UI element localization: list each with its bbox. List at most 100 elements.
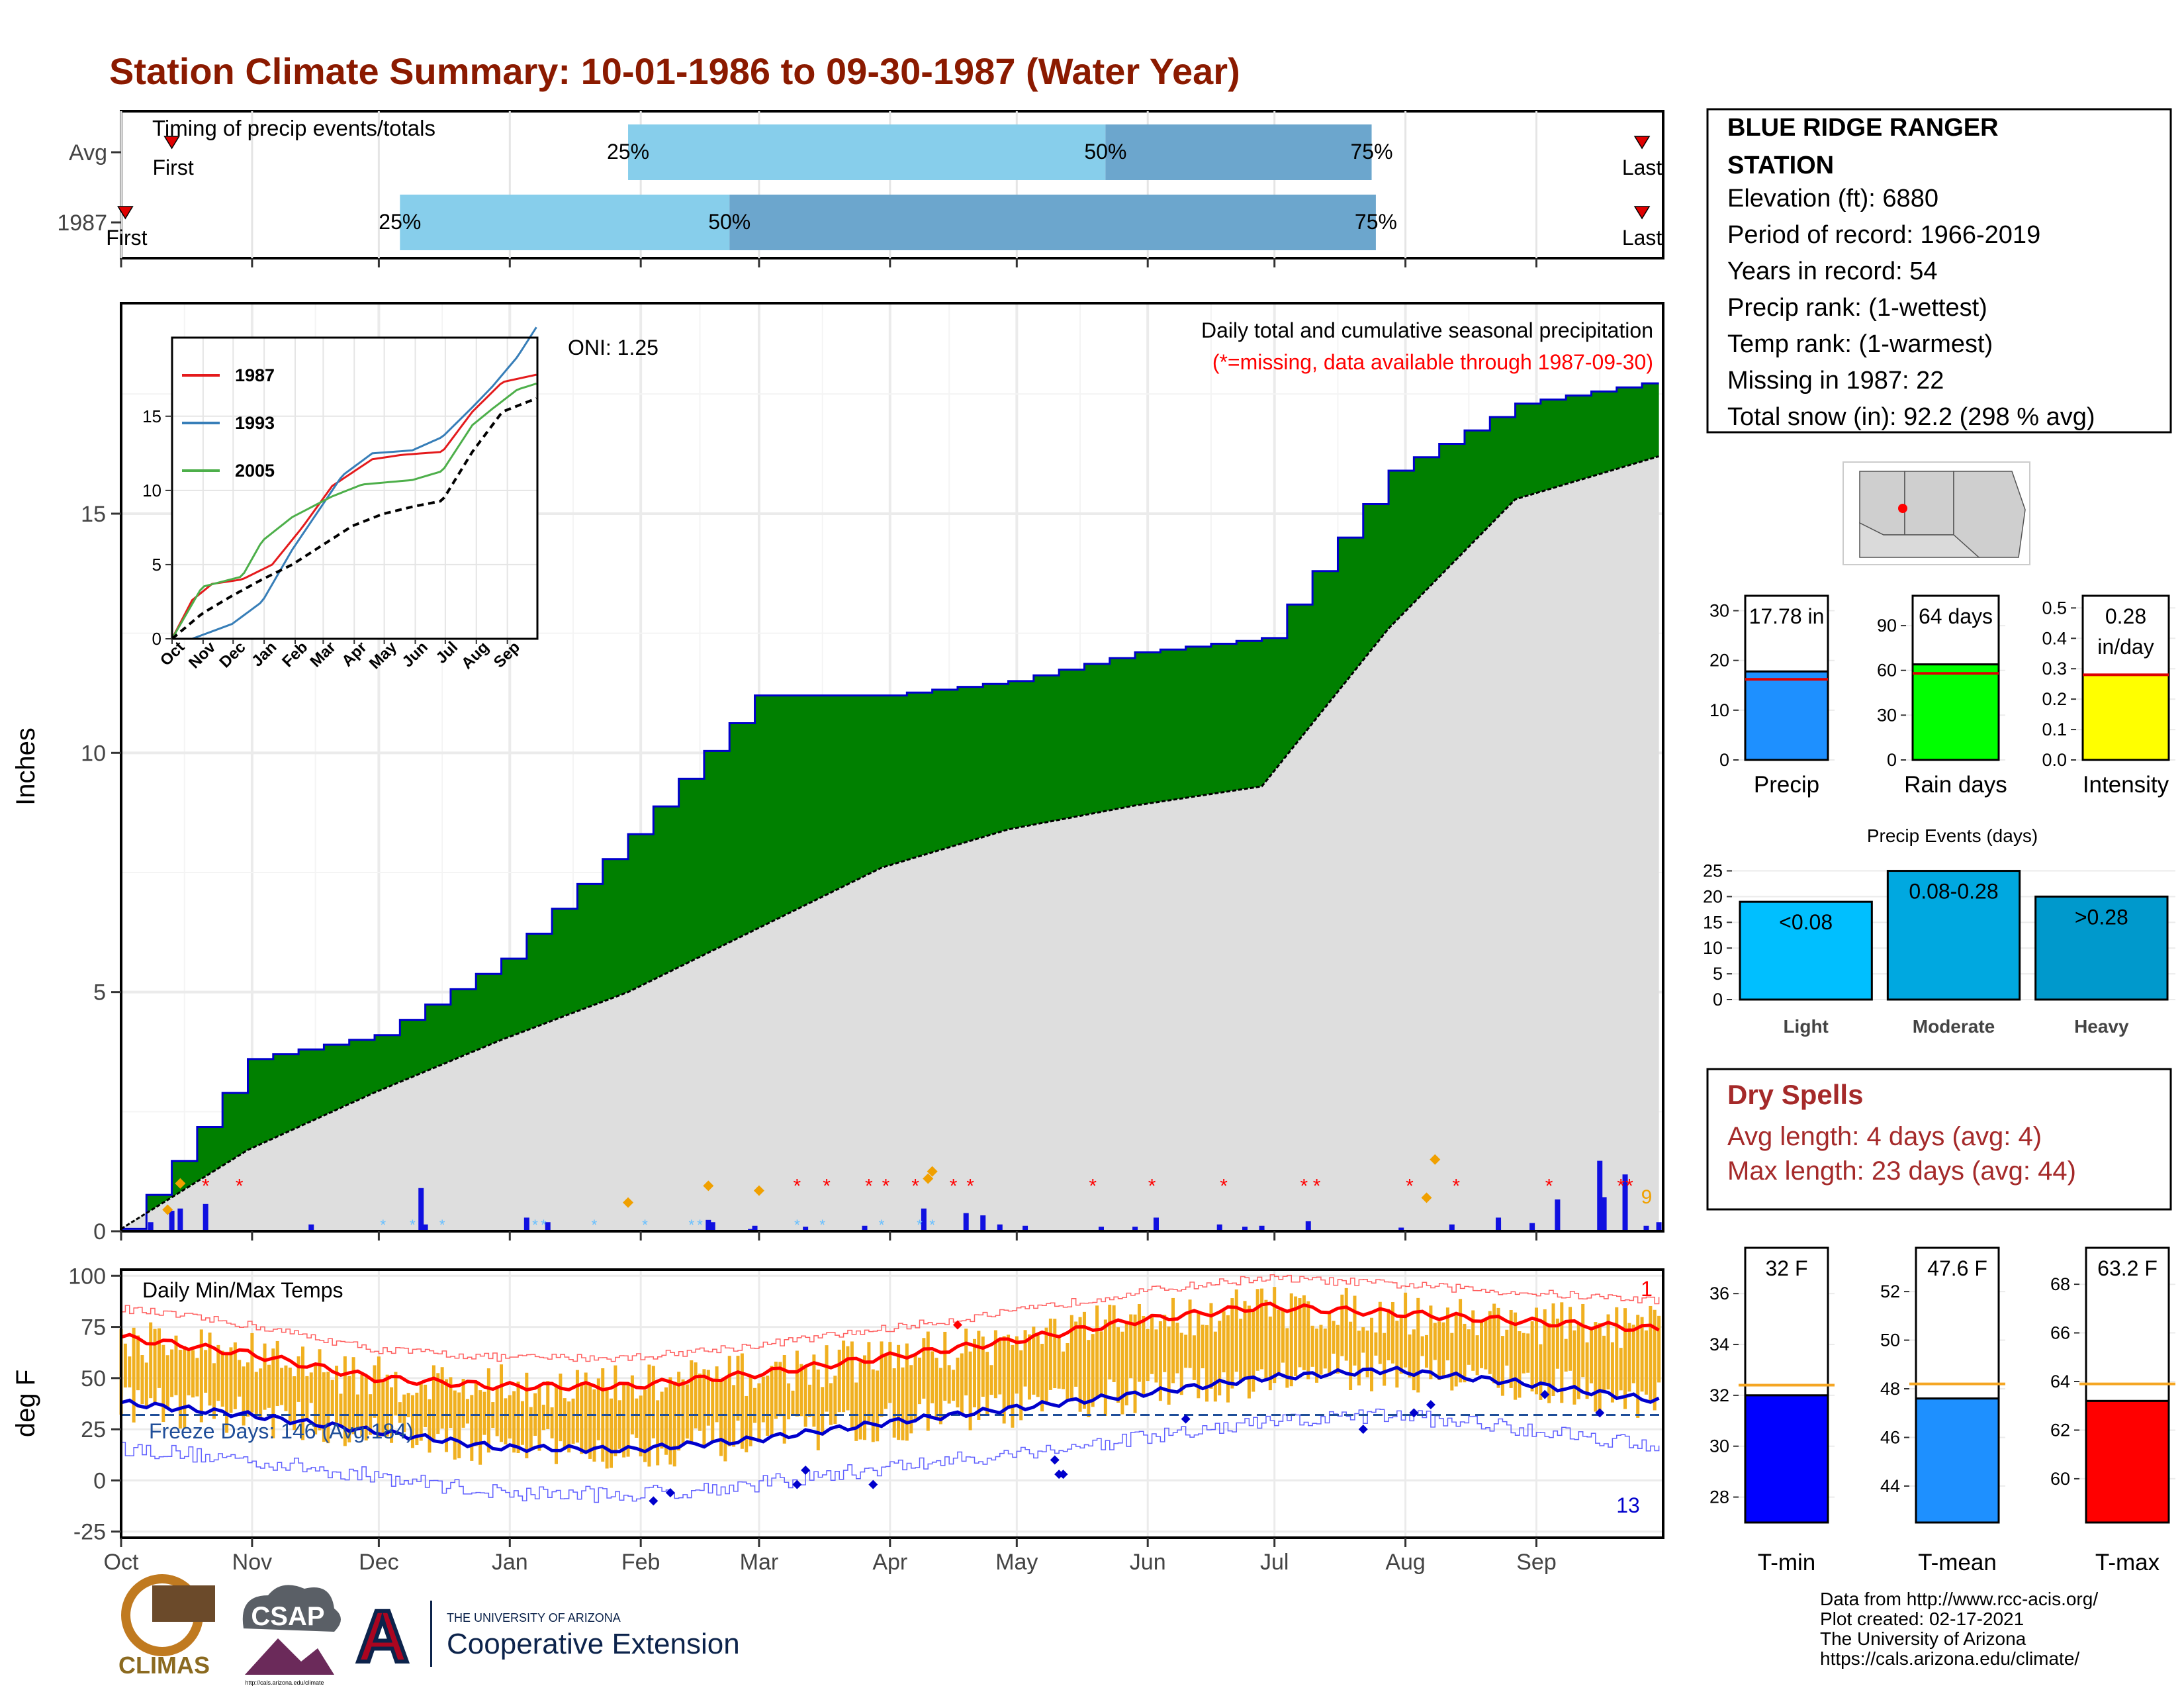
- trace-precip-marker: *: [532, 1217, 538, 1233]
- daily-temp-bar: [238, 1360, 242, 1397]
- events-bar-label: 0.08-0.28: [1909, 880, 1998, 904]
- daily-temp-bar: [170, 1349, 174, 1397]
- daily-temp-bar: [795, 1350, 799, 1417]
- daily-temp-bar: [605, 1387, 609, 1469]
- daily-temp-bar: [233, 1342, 237, 1409]
- daily-temp-bar: [563, 1398, 567, 1448]
- daily-precip-bar: [169, 1211, 175, 1231]
- daily-temp-bar: [1167, 1326, 1171, 1405]
- daily-temp-bar: [1124, 1321, 1128, 1406]
- figure-title: Station Climate Summary: 10-01-1986 to 0…: [109, 50, 1240, 92]
- inset-legend-label: 1987: [235, 365, 275, 385]
- month-tick-label: Mar: [740, 1550, 779, 1575]
- daily-temp-bar: [694, 1362, 698, 1429]
- daily-temp-bar: [195, 1358, 199, 1397]
- daily-temp-bar: [871, 1369, 875, 1442]
- mini-y-tick-label: 0.1: [2042, 720, 2067, 739]
- daily-temp-bar: [816, 1369, 820, 1450]
- daily-temp-bar: [1627, 1323, 1631, 1392]
- record-low-marker: [1358, 1425, 1368, 1434]
- daily-temp-bar: [787, 1383, 791, 1420]
- daily-temp-bar: [1526, 1333, 1530, 1373]
- daily-temp-bar: [609, 1398, 613, 1468]
- daily-precip-bar: [1259, 1225, 1265, 1231]
- daily-temp-bar: [1484, 1318, 1488, 1370]
- daily-temp-bar: [1277, 1309, 1281, 1376]
- trace-precip-marker: *: [879, 1217, 885, 1233]
- daily-temp-bar: [1433, 1323, 1437, 1360]
- tbar-y-tick-label: 32: [1709, 1385, 1729, 1405]
- precip-diamond-marker: [703, 1180, 714, 1192]
- daily-temp-bar: [1539, 1344, 1543, 1400]
- daily-temp-bar: [1399, 1315, 1403, 1374]
- month-tick-label: May: [995, 1550, 1038, 1575]
- timing-first-label: First: [106, 226, 147, 250]
- record-low-marker: [868, 1479, 878, 1489]
- ua-logo: A THE UNIVERSITY OF ARIZONA Cooperative …: [354, 1594, 739, 1679]
- ua-divider: [430, 1601, 432, 1667]
- daily-precip-bar: [1622, 1174, 1628, 1231]
- station-info-line: Missing in 1987: 22: [1727, 367, 1944, 395]
- events-bar-label: >0.28: [2075, 905, 2128, 929]
- daily-temp-bar: [123, 1343, 127, 1388]
- daily-temp-bar: [461, 1379, 465, 1428]
- daily-temp-bar: [791, 1390, 795, 1416]
- daily-temp-bar: [394, 1372, 398, 1416]
- mini-value-label: 0.28: [2105, 604, 2146, 628]
- daily-temp-bar: [1598, 1323, 1602, 1413]
- station-info-line: Precip rank: (1-wettest): [1727, 294, 1987, 322]
- daily-temp-bar: [888, 1342, 892, 1403]
- daily-temp-bar: [1374, 1332, 1378, 1356]
- precip-diamond-marker: [753, 1185, 764, 1196]
- daily-temp-bar: [470, 1395, 474, 1461]
- daily-temp-bar: [254, 1372, 258, 1415]
- daily-temp-bar: [132, 1327, 136, 1423]
- daily-temp-bar: [1289, 1293, 1293, 1387]
- daily-temp-bar: [199, 1329, 203, 1423]
- daily-temp-bar: [1306, 1301, 1310, 1380]
- daily-temp-bar: [977, 1331, 981, 1420]
- daily-temp-bar: [1551, 1303, 1555, 1397]
- missing-marker: *: [1406, 1175, 1414, 1197]
- record-high-count: 1: [1641, 1277, 1653, 1301]
- cumulative-observed-area: [121, 383, 1659, 1229]
- trace-precip-marker: *: [917, 1217, 923, 1233]
- temp-y-tick-label: 100: [68, 1264, 106, 1289]
- daily-temp-bar: [863, 1355, 867, 1440]
- temp-frame: [120, 1268, 1664, 1539]
- daily-temp-bar: [1522, 1333, 1525, 1374]
- month-tick-label: Aug: [1385, 1550, 1426, 1575]
- daily-temp-bar: [225, 1355, 229, 1433]
- daily-temp-bar: [326, 1372, 330, 1444]
- daily-precip-bar: [1305, 1221, 1311, 1231]
- daily-precip-bar: [308, 1224, 314, 1231]
- precip-ylabel: Inches: [11, 727, 40, 806]
- dry-spells-box: Dry Spells Avg length: 4 days (avg: 4) M…: [1706, 1068, 2172, 1211]
- daily-temp-bar: [1255, 1289, 1259, 1371]
- tbar-category-label: T-max: [2095, 1550, 2160, 1575]
- daily-temp-bar: [1425, 1335, 1429, 1368]
- daily-temp-bar: [968, 1351, 972, 1430]
- timing-p75-label: 75%: [1355, 210, 1397, 234]
- daily-temp-bar: [293, 1376, 296, 1430]
- daily-temp-bar: [833, 1376, 837, 1425]
- csap-url: http://cals.arizona.edu/climate: [245, 1679, 324, 1686]
- daily-temp-bar: [537, 1387, 541, 1451]
- daily-temp-bar: [1201, 1325, 1205, 1368]
- daily-temp-bar: [1365, 1331, 1369, 1378]
- daily-temp-bar: [1294, 1296, 1298, 1376]
- timing-last-label: Last: [1622, 156, 1662, 179]
- events-y-tick-label: 20: [1703, 886, 1723, 906]
- dry-avg-length: Avg length: 4 days (avg: 4): [1727, 1122, 2042, 1151]
- missing-marker: *: [865, 1175, 873, 1197]
- cumulative-observed-line: [121, 382, 1659, 1230]
- daily-precip-bar: [1216, 1224, 1222, 1231]
- daily-temp-bar: [178, 1350, 182, 1429]
- daily-temp-bar: [364, 1377, 368, 1441]
- mini-y-tick-label: 0: [1887, 750, 1897, 770]
- daily-temp-bar: [216, 1344, 220, 1401]
- timing-bar-50-75: [1105, 124, 1372, 180]
- precip-subtitle: Daily total and cumulative seasonal prec…: [1201, 318, 1653, 342]
- mini-y-tick-label: 90: [1877, 616, 1897, 635]
- daily-temp-bar: [770, 1366, 774, 1438]
